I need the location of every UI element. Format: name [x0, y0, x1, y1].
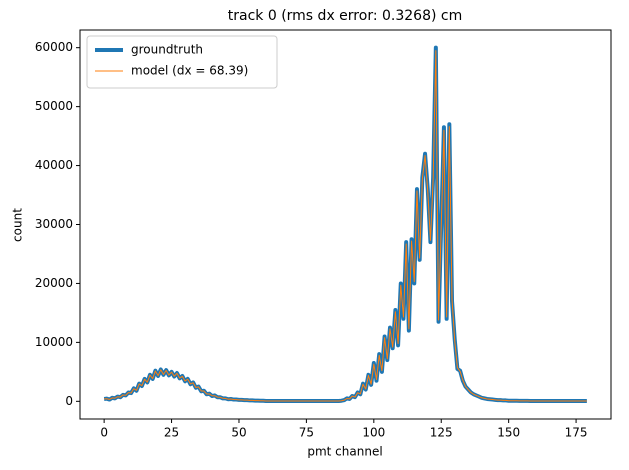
series-line	[103, 45, 587, 404]
legend-label: groundtruth	[131, 43, 203, 57]
x-tick-label: 100	[362, 426, 385, 440]
y-tick-label: 50000	[35, 99, 73, 113]
y-tick-label: 20000	[35, 276, 73, 290]
x-tick-label: 175	[565, 426, 588, 440]
y-tick-label: 30000	[35, 217, 73, 231]
x-tick-label: 150	[497, 426, 520, 440]
y-tick-label: 60000	[35, 40, 73, 54]
x-tick-label: 50	[231, 426, 246, 440]
legend-label: model (dx = 68.39)	[131, 64, 248, 78]
y-tick-label: 40000	[35, 158, 73, 172]
x-tick-label: 0	[100, 426, 108, 440]
y-axis-label: count	[11, 208, 25, 242]
y-tick-label: 0	[65, 394, 73, 408]
chart-title: track 0 (rms dx error: 0.3268) cm	[228, 8, 462, 24]
x-tick-label: 75	[299, 426, 314, 440]
y-tick-label: 10000	[35, 335, 73, 349]
series-line	[104, 50, 587, 402]
legend-box	[86, 35, 278, 89]
axes-frame	[79, 29, 612, 420]
x-axis-label: pmt channel	[307, 445, 382, 459]
x-tick-label: 25	[164, 426, 179, 440]
x-tick-label: 125	[430, 426, 453, 440]
